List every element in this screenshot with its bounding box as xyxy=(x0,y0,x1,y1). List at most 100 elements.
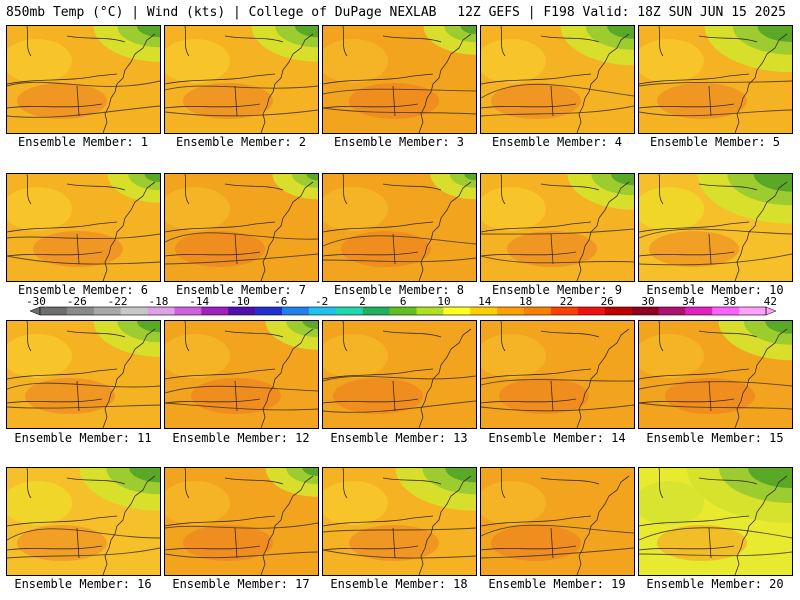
colorbar-tick-label: -14 xyxy=(189,297,209,308)
colorbar-tick-label: 14 xyxy=(478,297,492,308)
temperature-map xyxy=(323,468,476,575)
ensemble-member-label: Ensemble Member: 14 xyxy=(488,431,626,445)
colorbar-swatch xyxy=(120,307,148,315)
temperature-map xyxy=(7,321,160,428)
ensemble-member-label: Ensemble Member: 16 xyxy=(14,577,152,591)
colorbar-swatch xyxy=(497,307,525,315)
ensemble-member-label: Ensemble Member: 13 xyxy=(330,431,468,445)
temperature-map xyxy=(7,468,160,575)
temperature-map xyxy=(481,26,634,133)
ensemble-member-label: Ensemble Member: 2 xyxy=(175,135,307,149)
model-run-info: 12Z GEFS | F198 Valid: 18Z SUN JUN 15 20… xyxy=(457,5,786,20)
ensemble-member-label: Ensemble Member: 12 xyxy=(172,431,310,445)
ensemble-panel-20 xyxy=(638,467,793,576)
colorbar-swatch xyxy=(66,307,95,315)
temperature-map xyxy=(165,174,318,281)
ensemble-panel-18 xyxy=(322,467,477,576)
ensemble-member-label: Ensemble Member: 15 xyxy=(646,431,784,445)
temperature-map xyxy=(481,174,634,281)
colorbar-tick-label: 18 xyxy=(519,297,532,308)
colorbar-arrow-high xyxy=(765,306,777,316)
ensemble-member-label: Ensemble Member: 4 xyxy=(491,135,623,149)
colorbar-tick-label: 38 xyxy=(723,297,736,308)
temperature-map xyxy=(639,26,792,133)
temperature-map xyxy=(639,468,792,575)
ensemble-panel-15 xyxy=(638,320,793,429)
temperature-map xyxy=(639,321,792,428)
ensemble-panel-17 xyxy=(164,467,319,576)
temperature-map xyxy=(481,468,634,575)
temperature-map xyxy=(323,321,476,428)
temperature-map xyxy=(165,468,318,575)
ensemble-member-label: Ensemble Member: 3 xyxy=(333,135,465,149)
colorbar-swatch xyxy=(416,307,444,315)
colorbar-swatch xyxy=(739,307,767,315)
ensemble-member-label: Ensemble Member: 9 xyxy=(491,283,623,297)
colorbar-swatch xyxy=(631,307,659,315)
ensemble-member-label: Ensemble Member: 18 xyxy=(330,577,468,591)
colorbar-swatch xyxy=(174,307,202,315)
colorbar-swatch xyxy=(389,307,417,315)
temperature-map xyxy=(165,321,318,428)
colorbar-swatch xyxy=(604,307,632,315)
colorbar-tick-label: 34 xyxy=(682,297,696,308)
colorbar-tick-label: 30 xyxy=(641,297,654,308)
colorbar-tick-label: 2 xyxy=(359,297,366,308)
colorbar-swatch xyxy=(147,307,175,315)
colorbar-arrow-low xyxy=(29,306,41,316)
temperature-map xyxy=(481,321,634,428)
colorbar-tick-label: 22 xyxy=(560,297,573,308)
colorbar-swatch xyxy=(443,307,471,315)
ensemble-panel-2 xyxy=(164,25,319,134)
colorbar-tick-label: -2 xyxy=(315,297,328,308)
colorbar-swatch xyxy=(524,307,552,315)
colorbar-swatch xyxy=(470,307,498,315)
colorbar-swatch xyxy=(550,307,579,315)
colorbar-tick-label: -30 xyxy=(26,297,46,308)
temperature-colorbar: -30 -26 -22 -18 -14 -10 -6 -2 2 6 10 14 18 22 26 30 34 38… xyxy=(26,297,777,316)
colorbar-tick-label: 42 xyxy=(764,297,777,308)
ensemble-member-label: Ensemble Member: 7 xyxy=(175,283,307,297)
ensemble-member-label: Ensemble Member: 10 xyxy=(646,283,784,297)
ensemble-member-label: Ensemble Member: 20 xyxy=(646,577,784,591)
colorbar-swatch xyxy=(228,307,256,315)
colorbar-swatch xyxy=(93,307,121,315)
ensemble-member-label: Ensemble Member: 6 xyxy=(17,283,149,297)
colorbar-tick-label: 10 xyxy=(437,297,450,308)
ensemble-panel-8 xyxy=(322,173,477,282)
ensemble-panel-10 xyxy=(638,173,793,282)
ensemble-member-label: Ensemble Member: 19 xyxy=(488,577,626,591)
ensemble-panel-12 xyxy=(164,320,319,429)
ensemble-member-label: Ensemble Member: 17 xyxy=(172,577,310,591)
temperature-map xyxy=(323,26,476,133)
colorbar-swatch xyxy=(658,307,686,315)
colorbar-swatch xyxy=(362,307,390,315)
temperature-map xyxy=(323,174,476,281)
colorbar-swatch xyxy=(255,307,283,315)
colorbar-swatch xyxy=(712,307,740,315)
colorbar-tick-label: -18 xyxy=(148,297,168,308)
ensemble-member-label: Ensemble Member: 5 xyxy=(649,135,781,149)
temperature-map xyxy=(7,26,160,133)
ensemble-member-label: Ensemble Member: 11 xyxy=(14,431,152,445)
colorbar-tick-label: -10 xyxy=(230,297,250,308)
ensemble-member-label: Ensemble Member: 8 xyxy=(333,283,465,297)
colorbar-swatch xyxy=(577,307,605,315)
temperature-map xyxy=(639,174,792,281)
temperature-map xyxy=(7,174,160,281)
colorbar-swatch xyxy=(40,307,68,315)
ensemble-panel-7 xyxy=(164,173,319,282)
colorbar-tick-label: 26 xyxy=(601,297,614,308)
ensemble-panel-6 xyxy=(6,173,161,282)
colorbar-tick-label: -26 xyxy=(67,297,87,308)
colorbar-tick-label: -22 xyxy=(108,297,128,308)
colorbar-tick-label: 6 xyxy=(400,297,407,308)
colorbar-swatch xyxy=(335,307,363,315)
map-title: 850mb Temp (°C) | Wind (kts) | College o… xyxy=(6,5,437,20)
ensemble-panel-4 xyxy=(480,25,635,134)
colorbar-swatch xyxy=(282,307,310,315)
ensemble-panel-9 xyxy=(480,173,635,282)
ensemble-member-label: Ensemble Member: 1 xyxy=(17,135,149,149)
ensemble-panel-14 xyxy=(480,320,635,429)
ensemble-panel-1 xyxy=(6,25,161,134)
